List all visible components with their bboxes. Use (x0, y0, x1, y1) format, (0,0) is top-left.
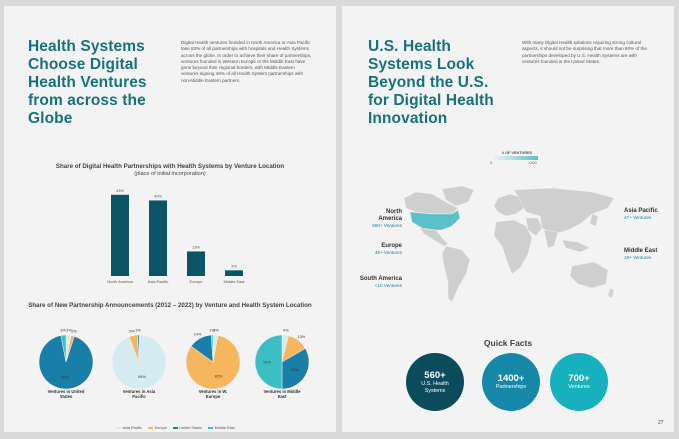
bar-value-label: 40% (154, 193, 162, 198)
bar-middle-east (225, 270, 243, 276)
pie-name-label: Ventures in Middle East (263, 389, 301, 399)
canada-shape (403, 191, 459, 215)
pie-name-label: Ventures in W. Europe (198, 389, 228, 399)
pie-slice-label: 3% (66, 329, 72, 333)
legend-swatch (148, 427, 154, 429)
fact-partnerships: 1400+ Partnerships (482, 353, 540, 411)
south-america-shape (441, 245, 471, 303)
right-page-title: U.S. Health Systems Look Beyond the U.S.… (368, 38, 494, 127)
pie-legend: Asia Pacific Europe United States Middle Ea… (116, 416, 316, 434)
bar-category-label: Middle East (224, 279, 246, 284)
africa-shape (493, 219, 533, 275)
fact-ventures-value: 700+ (568, 373, 590, 385)
se-asia-shape (561, 239, 591, 253)
pie-slice-label: 2% (71, 330, 77, 334)
legend-item: Europe (148, 426, 167, 430)
left-page: Health Systems Choose Digital Health Ven… (4, 6, 336, 432)
pie-slice-label: 5% (129, 329, 135, 333)
right-page: U.S. Health Systems Look Beyond the U.S.… (342, 6, 674, 432)
legend-item: Asia Pacific (116, 426, 142, 430)
pie-slice-label: 3% (213, 329, 219, 333)
pie-slice (281, 348, 310, 390)
region-middle-east: Middle East 18+ Ventures (624, 248, 658, 260)
left-page-title: Health Systems Choose Digital Health Ven… (28, 38, 147, 127)
map-legend-min: 0 (490, 161, 493, 165)
usa-shape (409, 209, 461, 231)
pie-slice-label: 92% (61, 375, 69, 379)
bar-category-label: Asia Pacific (148, 279, 169, 284)
pie-slice-label: 3% (60, 329, 66, 333)
pie-names: Ventures in United States Ventures in Asi… (4, 389, 336, 405)
pie-name-label: Ventures in United States (47, 389, 85, 399)
bar-category-label: North America (107, 279, 133, 284)
pie-slice-label: 94% (138, 375, 146, 379)
fact-ventures-label: Ventures (568, 384, 590, 391)
right-page-paragraph: With many Digital Health solutions requi… (522, 40, 647, 64)
pie-slice-label: 82% (215, 374, 223, 378)
fact-partnerships-value: 1400+ (497, 373, 525, 385)
bar-chart: 43% North America 40% Asia Pacific 13% Europe… (107, 188, 246, 284)
page-number: 27 (658, 420, 664, 426)
pie-slice-label: 13% (297, 335, 305, 339)
pie-slice-label: 1% (209, 329, 215, 333)
pie-slice (211, 334, 214, 363)
pie-slice (60, 334, 67, 363)
bar-europe (187, 251, 205, 276)
legend-item: Middle East (208, 426, 235, 431)
map-legend-gradient (494, 156, 538, 160)
bar-asia-pacific (149, 200, 167, 276)
fact-partnerships-label: Partnerships (495, 384, 527, 391)
world-map (403, 185, 615, 303)
middle-east-shape (525, 217, 543, 237)
left-page-paragraph: Digital Health ventures founded in North… (181, 40, 312, 83)
bar-north-america (111, 194, 129, 276)
fact-health-systems: 560+ U.S. Health Systems (406, 353, 464, 411)
mexico-shape (419, 227, 449, 247)
pie-charts: 3% 2%92%3%94%5% 1% 3%82%14%1% 4%13%34%51% (38, 329, 310, 390)
fact-health-systems-label: U.S. Health Systems (421, 381, 449, 394)
greenland-shape (441, 185, 475, 207)
pie-slice-label: 51% (263, 361, 271, 365)
pie-slice (137, 334, 140, 363)
region-south-america: South America <10 Ventures (359, 276, 402, 288)
bar-chart-subtitle: (place of initial incorporation) (134, 171, 206, 177)
europe-shape (493, 193, 525, 217)
pie-slice-label: 4% (283, 329, 289, 333)
fact-health-systems-value: 560+ (424, 370, 446, 382)
legend-swatch (208, 427, 214, 429)
legend-label: Europe (154, 426, 167, 431)
legend-label: United States (179, 426, 203, 431)
legend-label: Middle East (214, 426, 235, 431)
bar-value-label: 43% (116, 188, 124, 193)
legend-swatch (116, 427, 121, 429)
new-zealand-shape (607, 287, 615, 299)
legend-label: Asia Pacific (122, 426, 143, 431)
map-legend-max: >300 (528, 161, 537, 165)
legend-item: United States (172, 426, 203, 431)
india-shape (543, 229, 559, 249)
legend-swatch (172, 427, 178, 429)
pie-slice (254, 334, 283, 390)
quick-facts-title: Quick Facts (483, 338, 533, 348)
region-europe: Europe 48+ Ventures (374, 243, 402, 255)
bar-category-label: Europe (190, 279, 204, 284)
region-north-america: North America 580+ Ventures (372, 209, 402, 228)
pie-chart-title: Share of New Partnership Announcements (… (28, 302, 312, 309)
bar-value-label: 3% (231, 263, 237, 268)
fact-ventures: 700+ Ventures (550, 353, 608, 411)
pie-slice-label: 1% (135, 329, 141, 333)
pie-slice-label: 14% (194, 332, 202, 336)
bar-value-label: 13% (192, 244, 200, 249)
pie-slice (38, 335, 94, 390)
bar-chart-title: Share of Digital Health Partnerships wit… (55, 163, 285, 170)
australia-shape (569, 261, 609, 289)
pie-slice-label: 34% (291, 368, 299, 372)
asia-shape (513, 187, 615, 235)
region-asia-pacific: Asia Pacific 47+ Ventures (624, 208, 658, 220)
map-legend-title: # OF VENTURES (501, 151, 533, 155)
japan-shape (589, 213, 599, 227)
pie-name-label: Ventures in Asia Pacific (122, 389, 156, 399)
